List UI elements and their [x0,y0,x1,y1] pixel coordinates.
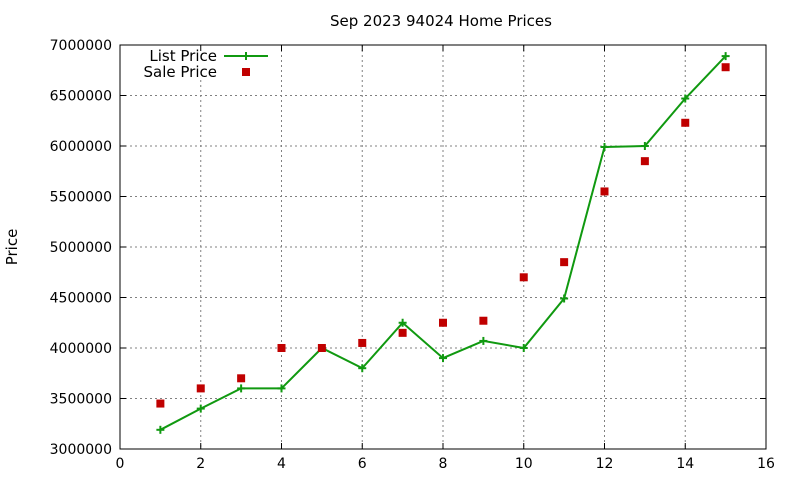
x-tick-label: 8 [439,456,448,472]
point-sale-price [317,344,326,352]
x-tick-label: 6 [358,456,367,472]
legend-item-list-price: List Price [149,47,268,65]
legend-item-sale-price: Sale Price [144,63,250,81]
point-list-price [721,52,730,61]
point-list-price [479,336,488,345]
x-tick-label: 2 [196,456,205,472]
point-sale-price [479,316,488,325]
point-sale-price [277,344,286,352]
legend-label: Sale Price [144,63,217,81]
point-list-price [237,384,246,393]
grid-layer [120,45,766,449]
x-tick-label: 14 [676,456,694,472]
point-list-price [196,404,205,413]
tick-layer: 3000000 3500000 4000000 4500000 5000000 55000… [50,38,775,472]
y-tick-label: 5000000 [50,240,112,256]
point-list-price [640,142,649,150]
point-sale-price [398,328,407,337]
point-list-price [439,354,447,363]
legend-marker [242,52,250,60]
point-sale-price [358,338,367,347]
point-list-price [560,294,569,303]
legend-marker [242,68,250,76]
point-list-price [600,143,609,152]
y-tick-label: 3500000 [50,392,112,408]
y-axis-label: Price [3,229,21,266]
x-tick-label: 12 [596,456,614,472]
point-list-price [358,364,367,373]
y-tick-label: 6500000 [50,89,112,105]
x-tick-label: 0 [116,456,125,472]
point-sale-price [600,187,609,196]
point-list-price [519,344,528,352]
series-layer [156,52,730,434]
y-tick-label: 3000000 [50,442,112,458]
point-sale-price [439,318,447,327]
point-sale-price [196,384,205,393]
point-sale-price [681,118,690,127]
y-tick-label: 4000000 [50,341,112,357]
point-list-price [277,384,286,393]
legend-label: List Price [149,47,217,65]
point-list-price [398,318,407,327]
x-tick-label: 16 [757,456,775,472]
point-list-price [156,425,165,434]
point-sale-price [560,258,569,267]
point-sale-price [519,273,528,282]
point-sale-price [156,399,165,408]
y-tick-label: 4500000 [50,291,112,307]
x-tick-label: 4 [277,456,286,472]
chart-title: Sep 2023 94024 Home Prices [330,12,552,30]
series-sale-price [156,63,730,408]
point-sale-price [640,157,649,166]
series-line-list-price [159,55,727,431]
y-tick-label: 6000000 [50,139,112,155]
y-tick-label: 5500000 [50,190,112,206]
x-tick-label: 10 [515,456,533,472]
point-list-price [681,94,690,103]
point-sale-price [237,374,246,383]
y-tick-label: 7000000 [50,38,112,54]
point-sale-price [721,63,730,72]
